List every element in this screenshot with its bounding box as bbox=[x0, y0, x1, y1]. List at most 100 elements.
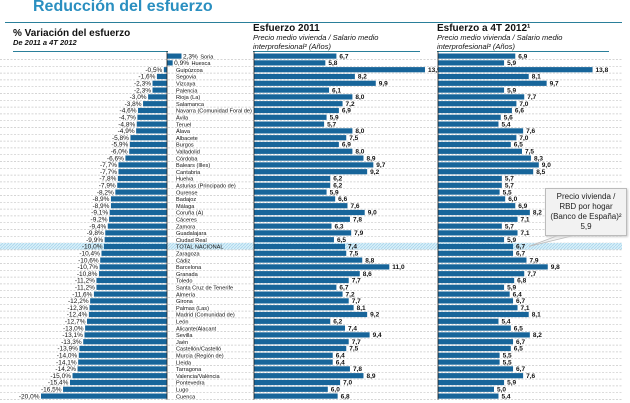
effort-2011-bar bbox=[254, 182, 331, 188]
province-label: Lleida bbox=[176, 360, 192, 366]
variation-label: -6,0% bbox=[111, 149, 128, 156]
variation-label: 0,9% bbox=[174, 60, 189, 67]
effort-2011-bar bbox=[254, 128, 353, 134]
effort-2012-label: 7,6 bbox=[526, 373, 535, 380]
effort-2011-bar bbox=[254, 60, 326, 66]
annotation-line: Precio vivienda / bbox=[556, 192, 616, 201]
province-label: Madrid (Comunidad de) bbox=[176, 313, 235, 319]
variation-label: -8,9% bbox=[92, 203, 109, 210]
province-label: Huesca bbox=[191, 61, 211, 67]
effort-2012-bar bbox=[438, 107, 512, 114]
variation-bar bbox=[136, 121, 167, 127]
variation-title: % Variación del esfuerzo bbox=[13, 28, 131, 39]
variation-bar bbox=[63, 386, 167, 392]
effort-2011-bar bbox=[254, 386, 328, 392]
effort-2012-bar bbox=[438, 230, 518, 236]
province-label: Ciudad Real bbox=[176, 238, 207, 244]
effort-2011-label: 6,9 bbox=[342, 142, 351, 149]
effort-2011-bar bbox=[254, 332, 370, 338]
effort-2012-label: 5,7 bbox=[505, 176, 514, 183]
province-label: Castellón/Castelló bbox=[176, 347, 221, 353]
province-label: Rioja (La) bbox=[176, 95, 200, 101]
divider bbox=[5, 22, 622, 23]
variation-bar bbox=[163, 67, 167, 73]
variation-bar bbox=[104, 243, 167, 250]
effort-2012-bar bbox=[438, 94, 525, 100]
effort-2011-bar bbox=[254, 223, 332, 229]
effort-2012-label: 5,9 bbox=[507, 285, 516, 292]
province-label: Teruel bbox=[176, 122, 191, 128]
effort-2011-label: 8,2 bbox=[358, 74, 367, 81]
effort-2011-bar bbox=[254, 189, 327, 195]
effort-2011-label: 7,5 bbox=[349, 135, 358, 142]
variation-bar bbox=[109, 216, 167, 222]
effort-2012-bar bbox=[438, 284, 505, 290]
province-label: León bbox=[176, 320, 188, 326]
province-label: Soria bbox=[200, 54, 214, 60]
effort-2012-bar bbox=[438, 257, 527, 263]
effort-2011-label: 9,7 bbox=[376, 162, 385, 169]
province-label: Zamora bbox=[176, 224, 196, 230]
province-label: Cáceres bbox=[176, 218, 197, 224]
variation-bar bbox=[90, 298, 167, 304]
variation-bar bbox=[110, 203, 167, 209]
effort-2012-bar bbox=[438, 155, 531, 161]
variation-subtitle: De 2011 a 4T 2012 bbox=[13, 38, 77, 47]
effort-2012-label: 6,7 bbox=[516, 366, 525, 373]
variation-label: -13,0% bbox=[63, 325, 84, 332]
variation-bar bbox=[129, 141, 167, 148]
variation-label: -8,9% bbox=[92, 196, 109, 203]
effort-2011-label: 5,9 bbox=[330, 115, 339, 122]
effort-2011-label: 7,2 bbox=[346, 291, 355, 298]
effort-2011-label: 8,0 bbox=[355, 128, 364, 135]
effort-2011-bar bbox=[254, 114, 327, 120]
province-label: Almería bbox=[176, 292, 196, 298]
effort-2012-bar bbox=[438, 271, 525, 277]
effort-2011-label: 6,8 bbox=[341, 393, 350, 400]
effort-2012-label: 8,1 bbox=[532, 312, 541, 319]
effort-2012-bar bbox=[438, 325, 511, 331]
effort-2011-bar bbox=[254, 271, 360, 277]
variation-label: -9,8% bbox=[87, 230, 104, 237]
effort-2012-bar bbox=[438, 148, 522, 154]
variation-label: -12,7% bbox=[65, 319, 86, 326]
effort-2011-label: 6,5 bbox=[337, 237, 346, 244]
variation-label: -4,9% bbox=[118, 128, 135, 135]
variation-bar bbox=[86, 318, 167, 324]
province-label: Álava bbox=[176, 128, 191, 135]
annotation-callout: Precio vivienda / RBD por hogar (Banco d… bbox=[545, 188, 627, 236]
effort-2012-bar bbox=[438, 53, 516, 59]
province-label: Palencia bbox=[176, 88, 198, 94]
variation-bar bbox=[85, 325, 167, 331]
effort-2011-label: 6,2 bbox=[333, 183, 342, 190]
province-label: Guipúzcoa bbox=[176, 68, 204, 74]
effort-2012-label: 6,7 bbox=[516, 251, 525, 258]
effort-2011-bar bbox=[254, 291, 343, 297]
province-label: Alicante/Alacant bbox=[176, 326, 217, 332]
variation-bar bbox=[118, 162, 167, 168]
effort-2012-bar bbox=[438, 216, 518, 222]
effort-2012-label: 5,5 bbox=[503, 189, 512, 196]
annotation-value: 5,9 bbox=[580, 222, 592, 231]
effort-2011-bar bbox=[254, 67, 425, 73]
effort-2012-label: 5,9 bbox=[507, 87, 516, 94]
variation-label: -4,6% bbox=[120, 108, 137, 115]
effort-2012-label: 7,9 bbox=[529, 257, 538, 264]
effort-2011-label: 5,7 bbox=[327, 121, 336, 128]
province-label: Palmas (Las) bbox=[176, 306, 209, 312]
effort-2011-bar bbox=[254, 359, 333, 365]
effort-2012-bar bbox=[438, 332, 530, 338]
variation-label: -9,4% bbox=[89, 223, 106, 230]
effort-2012-label: 5,4 bbox=[501, 393, 510, 400]
effort-2012-label: 6,7 bbox=[516, 298, 525, 305]
effort-2012-label: 5,0 bbox=[497, 387, 506, 394]
variation-label: -9,1% bbox=[91, 210, 108, 217]
effort-2012-label: 8,5 bbox=[536, 169, 545, 176]
variation-bar bbox=[167, 60, 173, 66]
effort-2012-bar bbox=[438, 101, 517, 107]
effort-2011-bar bbox=[254, 73, 355, 80]
province-label: Huelva bbox=[176, 177, 194, 183]
effort-2011-bar bbox=[254, 373, 364, 379]
variation-bar bbox=[156, 73, 167, 80]
